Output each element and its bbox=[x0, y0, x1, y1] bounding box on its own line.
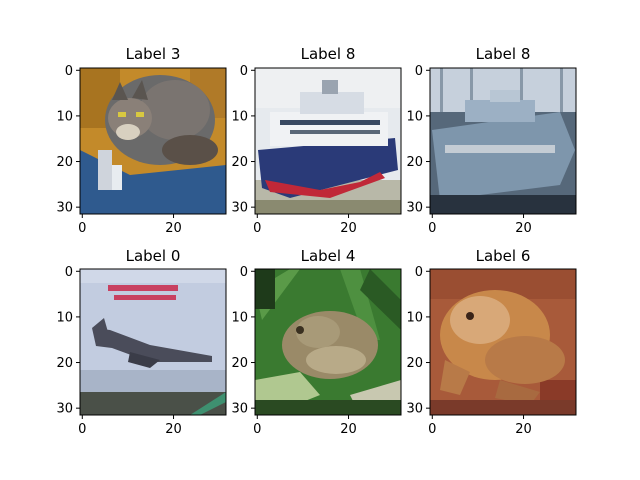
x-tick-label: 0 bbox=[428, 221, 436, 236]
y-tick-label: 30 bbox=[231, 402, 248, 417]
x-tick-label: 20 bbox=[165, 221, 182, 236]
y-tick-label: 30 bbox=[56, 201, 73, 216]
x-tick-label: 20 bbox=[340, 422, 357, 437]
panel-4: Label 4 bbox=[254, 247, 402, 416]
x-tick-label: 0 bbox=[253, 221, 261, 236]
panel-2: Label 8 bbox=[429, 45, 577, 215]
panel-title: Label 3 bbox=[126, 45, 181, 63]
y-tick-label: 20 bbox=[231, 155, 248, 170]
y-tick-label: 0 bbox=[65, 64, 73, 79]
y-tick-label: 20 bbox=[56, 155, 73, 170]
x-tick-label: 0 bbox=[78, 221, 86, 236]
panel-0: Label 3 bbox=[79, 45, 227, 215]
y-tick-label: 0 bbox=[415, 265, 423, 280]
x-tick-label: 20 bbox=[515, 422, 532, 437]
y-tick-label: 0 bbox=[240, 64, 248, 79]
frog-image bbox=[255, 269, 401, 415]
x-tick-label: 20 bbox=[340, 221, 357, 236]
panel-title: Label 6 bbox=[476, 247, 531, 265]
x-tick-label: 0 bbox=[428, 422, 436, 437]
y-tick-label: 20 bbox=[56, 356, 73, 371]
panel-title: Label 8 bbox=[301, 45, 356, 63]
y-tick-label: 30 bbox=[231, 201, 248, 216]
x-tick-label: 20 bbox=[515, 221, 532, 236]
y-tick-label: 30 bbox=[406, 201, 423, 216]
x-tick-label: 0 bbox=[253, 422, 261, 437]
panel-3: Label 0 bbox=[79, 247, 227, 416]
y-tick-label: 0 bbox=[240, 265, 248, 280]
panel-title: Label 0 bbox=[126, 247, 181, 265]
y-tick-label: 10 bbox=[56, 109, 73, 124]
panel-5: Label 6 bbox=[429, 247, 577, 416]
y-tick-label: 10 bbox=[231, 310, 248, 325]
panel-1: Label 8 bbox=[254, 45, 402, 215]
airplane-image bbox=[80, 269, 226, 415]
y-tick-label: 20 bbox=[406, 155, 423, 170]
y-tick-label: 30 bbox=[56, 402, 73, 417]
x-tick-label: 0 bbox=[78, 422, 86, 437]
cat-image bbox=[80, 68, 226, 214]
y-tick-label: 20 bbox=[231, 356, 248, 371]
panel-title: Label 8 bbox=[476, 45, 531, 63]
ship-image bbox=[255, 68, 401, 214]
ship-image bbox=[430, 68, 576, 214]
x-tick-label: 20 bbox=[165, 422, 182, 437]
y-tick-label: 0 bbox=[65, 265, 73, 280]
panel-title: Label 4 bbox=[301, 247, 356, 265]
y-tick-label: 10 bbox=[406, 109, 423, 124]
y-tick-label: 10 bbox=[406, 310, 423, 325]
y-tick-label: 0 bbox=[415, 64, 423, 79]
y-tick-label: 30 bbox=[406, 402, 423, 417]
y-tick-label: 10 bbox=[231, 109, 248, 124]
y-tick-label: 20 bbox=[406, 356, 423, 371]
axes-ticks: 0 20 0 10 20 30 0 20 0 10 20 30 0 20 0 10 20 30 0 20 0 10 20 30… bbox=[56, 64, 531, 437]
y-tick-label: 10 bbox=[56, 310, 73, 325]
frog-image bbox=[430, 269, 576, 415]
